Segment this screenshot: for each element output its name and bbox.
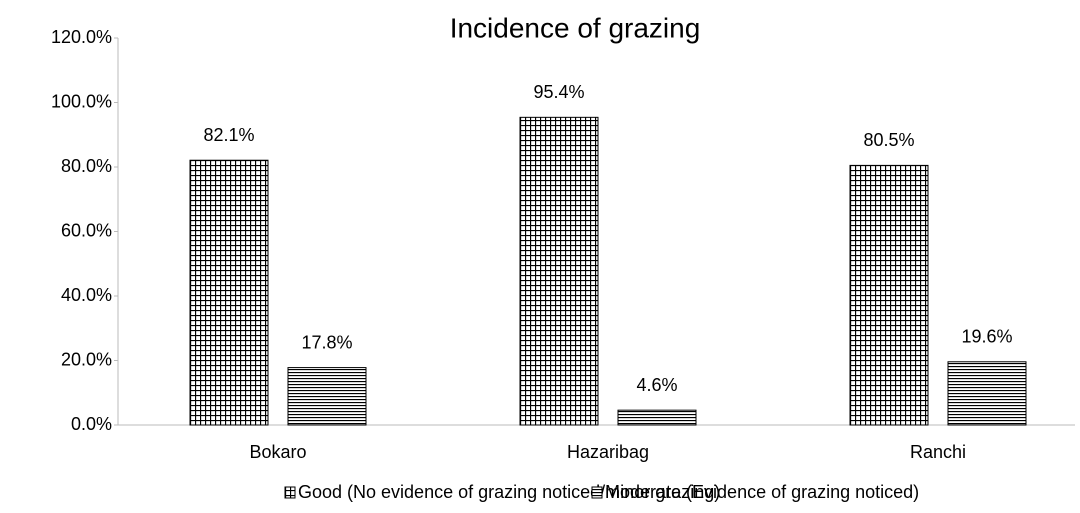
y-tick-label: 20.0%	[61, 349, 112, 369]
y-tick-label: 100.0%	[51, 91, 112, 111]
bar	[519, 116, 599, 426]
y-tick-label: 80.0%	[61, 156, 112, 176]
legend-label: Good (No evidence of grazing noticed/min…	[298, 482, 720, 502]
data-label: 19.6%	[961, 327, 1012, 347]
bar	[849, 164, 929, 426]
data-label: 95.4%	[533, 82, 584, 102]
data-label: 80.5%	[863, 130, 914, 150]
legend-swatch	[284, 486, 296, 499]
chart-title: Incidence of grazing	[450, 12, 701, 43]
data-label: 4.6%	[636, 375, 677, 395]
data-label: 82.1%	[203, 125, 254, 145]
y-tick-label: 60.0%	[61, 220, 112, 240]
x-tick-label: Ranchi	[910, 442, 966, 462]
legend-label: Moderate (Evidence of grazing noticed)	[605, 482, 919, 502]
bar	[947, 361, 1027, 426]
y-tick-label: 120.0%	[51, 27, 112, 47]
data-label: 17.8%	[301, 332, 352, 352]
bar	[287, 367, 367, 426]
bar	[189, 159, 269, 426]
y-tick-label: 40.0%	[61, 285, 112, 305]
bar	[617, 409, 697, 426]
legend-swatch	[591, 486, 603, 499]
y-tick-label: 0.0%	[71, 414, 112, 434]
x-tick-label: Bokaro	[249, 442, 306, 462]
x-tick-label: Hazaribag	[567, 442, 649, 462]
